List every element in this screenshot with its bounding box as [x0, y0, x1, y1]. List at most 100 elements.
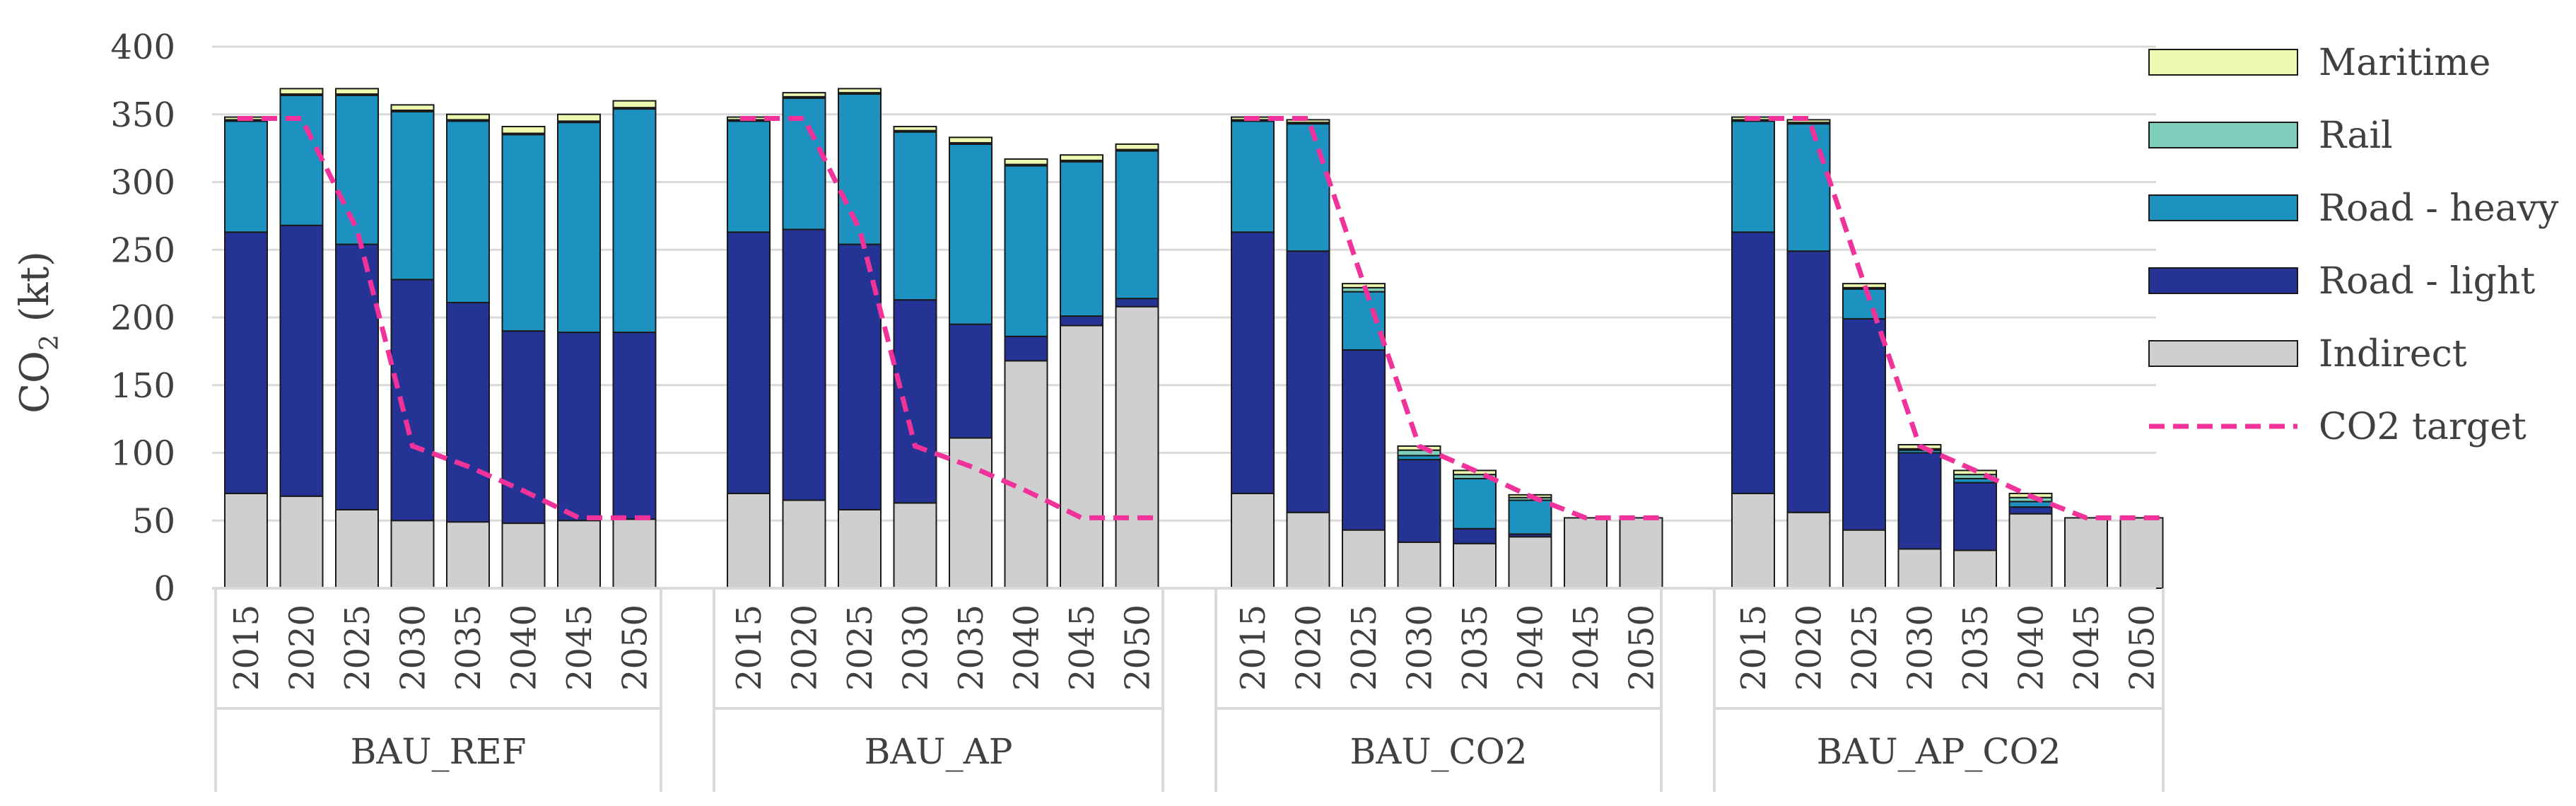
bar-road-light-bau-ap-co2-2015: [1731, 231, 1775, 494]
bar-road-light-bau-ap-co2-2035: [1953, 481, 1997, 551]
bar-maritime-bau-ap-2045: [1060, 154, 1103, 161]
bar-road-heavy-bau-ref-2045: [557, 122, 601, 334]
legend-item-co2-target: CO2 target: [2149, 406, 2527, 448]
bar-road-heavy-bau-ap-co2-2025: [1842, 288, 1886, 320]
bar-road-light-bau-ref-2035: [446, 301, 490, 523]
x-tick-label: 2020: [1289, 604, 1329, 691]
bar-indirect-bau-ap-co2-2020: [1786, 511, 1831, 590]
bar-road-heavy-bau-ap-2030: [893, 131, 937, 301]
co2-target-line-bau-ap-co2: [1745, 115, 2160, 520]
y-tick-label: 400: [110, 28, 175, 67]
bar-road-heavy-bau-ref-2030: [390, 110, 435, 281]
bar-road-light-bau-ap-co2-2040: [2008, 506, 2053, 515]
x-tick-label: 2025: [1345, 604, 1384, 691]
legend-label: Road - light: [2319, 260, 2535, 303]
legend-item-rail: Rail: [2148, 115, 2393, 157]
legend-label: Indirect: [2319, 333, 2467, 375]
legend-label: CO2 target: [2319, 406, 2527, 448]
y-axis: 0 50 100 150 200 250 300 350 400: [110, 28, 175, 609]
bar-road-heavy-bau-co2-2040: [1508, 499, 1552, 535]
bar-maritime-bau-ref-2050: [612, 100, 657, 109]
x-tick-label: 2040: [1007, 604, 1047, 691]
bar-road-heavy-bau-ref-2015: [224, 120, 268, 233]
bar-road-heavy-bau-ref-2025: [335, 94, 379, 245]
bar-indirect-bau-co2-2025: [1342, 529, 1386, 590]
x-tick-label: 2050: [1118, 604, 1158, 691]
bar-road-heavy-bau-ap-co2-2015: [1731, 120, 1775, 233]
bar-indirect-bau-ref-2050: [612, 518, 657, 590]
legend-label: Road - heavy: [2319, 187, 2559, 230]
bar-maritime-bau-co2-2020: [1286, 119, 1330, 124]
bar-maritime-bau-ref-2025: [335, 88, 379, 95]
bar-maritime-bau-ap-2040: [1004, 158, 1048, 165]
legend-swatch: [2148, 194, 2298, 221]
bar-group-bau-ap-co2: [1731, 116, 2164, 590]
bar-maritime-bau-ap-2050: [1115, 143, 1159, 151]
bar-road-heavy-bau-ap-co2-2020: [1786, 123, 1831, 252]
bar-group-bau-ref: [224, 88, 657, 590]
bar-indirect-bau-co2-2040: [1508, 536, 1552, 589]
x-tick-label: 2045: [1062, 604, 1102, 691]
bar-road-light-bau-ref-2045: [557, 332, 601, 522]
bar-road-heavy-bau-ap-2045: [1060, 160, 1103, 317]
bar-road-heavy-bau-ref-2050: [612, 108, 657, 334]
bar-indirect-bau-ap-co2-2030: [1897, 548, 1942, 590]
bar-indirect-bau-ap-2045: [1060, 325, 1103, 589]
bar-indirect-bau-ap-2020: [782, 499, 826, 590]
x-tick-label: 2050: [2123, 604, 2162, 691]
group-label-bau-co2: BAU_CO2: [1350, 731, 1527, 772]
x-tick-label: 2030: [896, 604, 936, 691]
bar-road-heavy-bau-co2-2015: [1231, 120, 1275, 233]
bar-road-light-bau-co2-2025: [1342, 349, 1386, 531]
x-tick-label: 2020: [283, 604, 322, 691]
legend-item-road-heavy: Road - heavy: [2148, 187, 2559, 230]
bar-maritime-bau-ap-2025: [838, 88, 882, 94]
bar-indirect-bau-co2-2030: [1397, 541, 1441, 590]
bar-maritime-bau-ap-2030: [893, 125, 937, 132]
bar-road-heavy-bau-ap-2025: [838, 93, 882, 245]
bar-road-heavy-bau-ref-2040: [501, 134, 546, 332]
x-tick-label: 2025: [338, 604, 377, 691]
x-tick-label: 2025: [1845, 604, 1885, 691]
group-label-bau-ap: BAU_AP: [865, 731, 1013, 772]
bar-indirect-bau-ref-2030: [390, 520, 435, 589]
bar-maritime-bau-ref-2045: [557, 113, 601, 122]
y-tick-label: 50: [132, 501, 175, 541]
bar-road-heavy-bau-ap-2040: [1004, 165, 1048, 337]
bar-road-heavy-bau-co2-2035: [1453, 477, 1497, 530]
bar-road-light-bau-ap-2050: [1115, 298, 1159, 308]
bar-indirect-bau-ref-2025: [335, 508, 379, 589]
y-tick-label: 0: [153, 569, 175, 609]
group-label-bau-ap-co2: BAU_AP_CO2: [1817, 731, 2061, 772]
co2-target-line-bau-ap: [740, 115, 1156, 520]
bar-indirect-bau-ref-2015: [224, 492, 268, 590]
x-tick-label: 2045: [2067, 604, 2107, 691]
x-axis: 2015 2020 2025 2030 2035 2040 2045 2050 BAU_REF 2…: [212, 587, 2165, 792]
bar-maritime-bau-ref-2020: [279, 88, 324, 95]
legend-item-indirect: Indirect: [2148, 333, 2467, 375]
x-tick-label: 2040: [505, 604, 544, 691]
x-tick-label: 2030: [1400, 604, 1440, 691]
bar-road-light-bau-ap-2035: [949, 323, 993, 439]
legend-label: Rail: [2319, 115, 2393, 157]
x-tick-label: 2025: [841, 604, 880, 691]
bar-indirect-bau-ap-co2-2045: [2064, 517, 2108, 589]
bar-road-light-bau-ref-2015: [224, 231, 268, 494]
bar-road-heavy-bau-ref-2035: [446, 120, 490, 303]
bar-indirect-bau-ap-co2-2035: [1953, 549, 1997, 590]
bar-indirect-bau-co2-2020: [1286, 511, 1330, 590]
bar-indirect-bau-ap-2030: [893, 502, 937, 589]
bar-road-light-bau-ap-2020: [782, 228, 826, 501]
legend-swatch: [2148, 122, 2298, 148]
bar-indirect-bau-ap-2040: [1004, 360, 1048, 589]
bar-road-light-bau-ap-2015: [727, 231, 771, 494]
bar-road-light-bau-ref-2020: [279, 224, 324, 497]
bar-indirect-bau-ap-co2-2025: [1842, 529, 1886, 590]
bar-road-light-bau-ref-2030: [390, 279, 435, 522]
bar-indirect-bau-co2-2015: [1231, 492, 1275, 590]
x-tick-label: 2015: [1734, 604, 1774, 691]
bar-road-light-bau-ap-2030: [893, 299, 937, 504]
x-tick-label: 2040: [2012, 604, 2051, 691]
bar-road-light-bau-co2-2015: [1231, 231, 1275, 494]
